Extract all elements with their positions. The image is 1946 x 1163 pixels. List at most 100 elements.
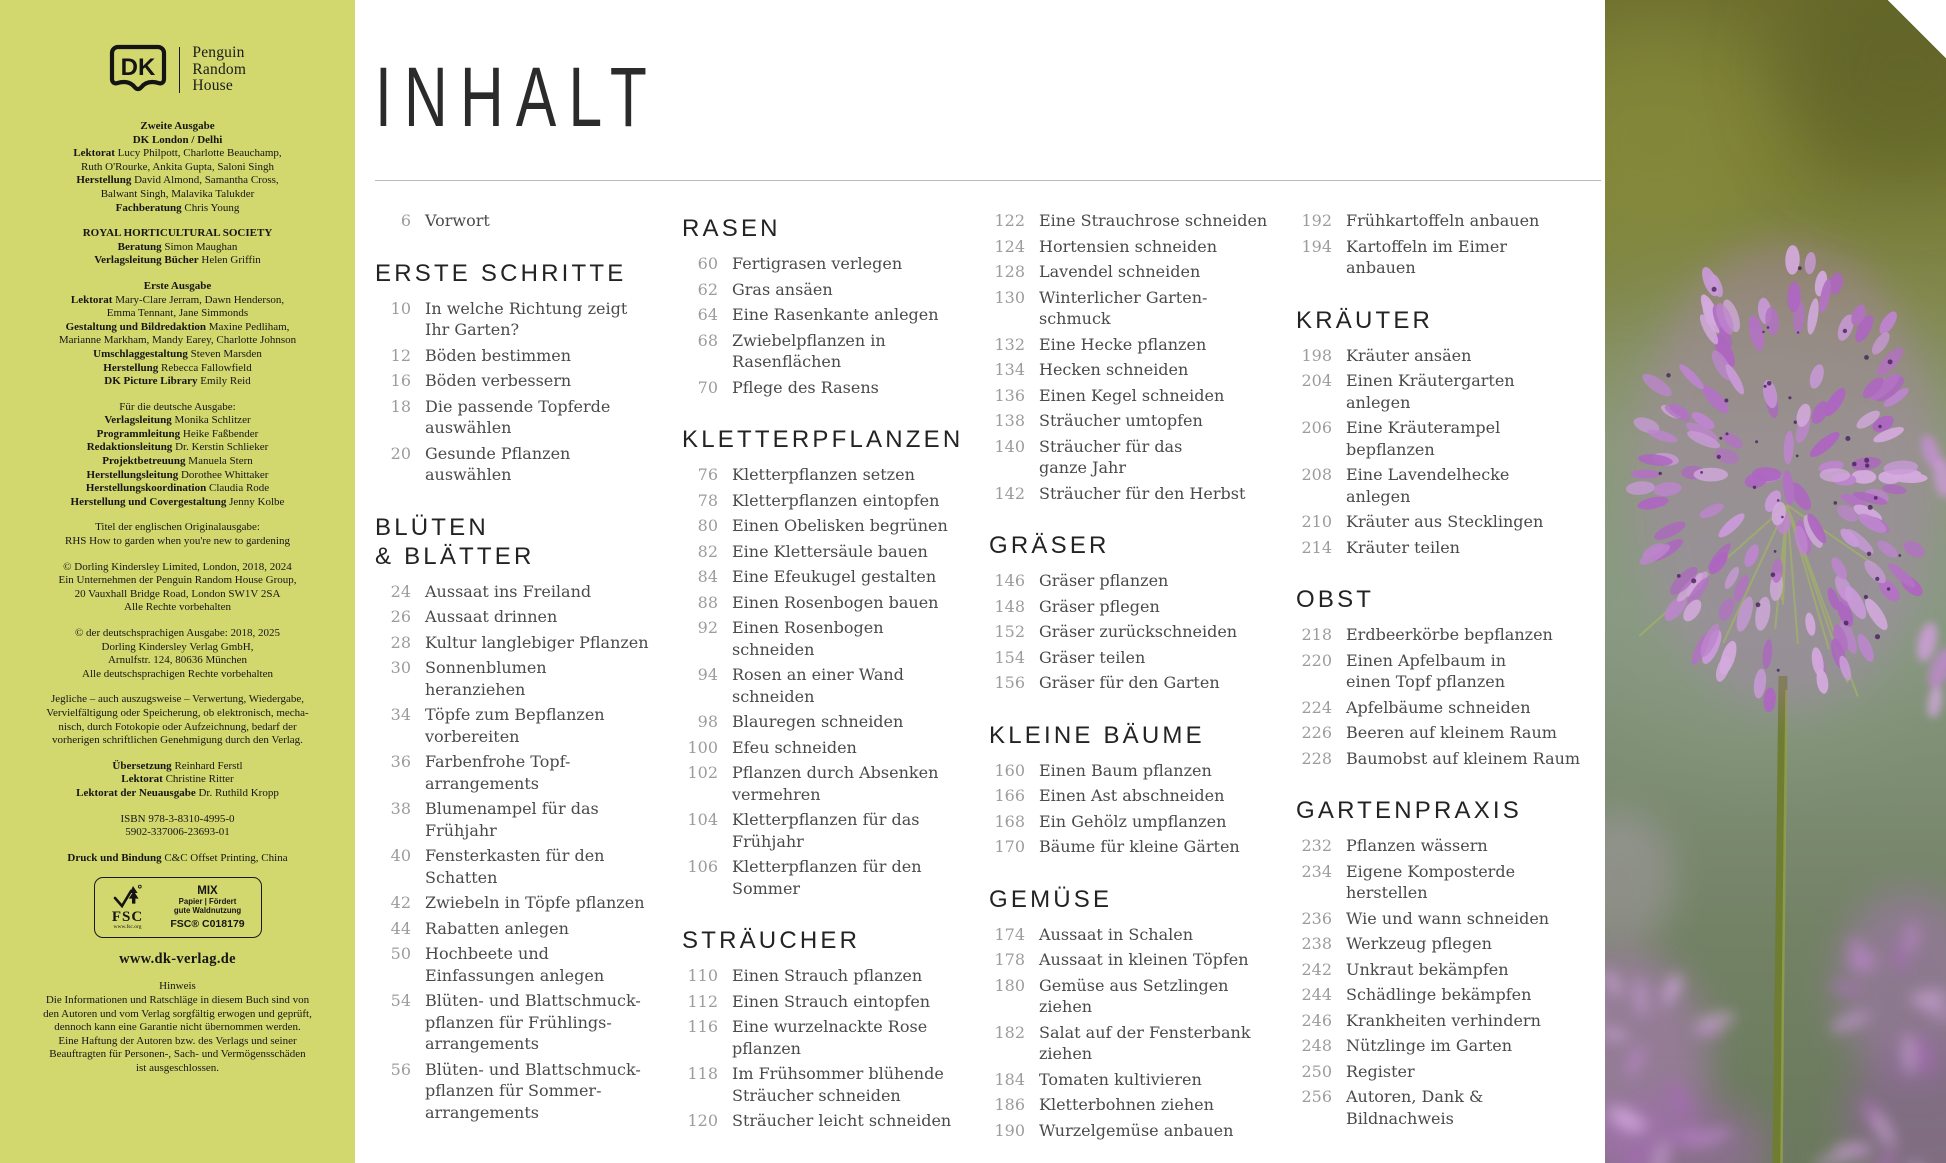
toc-entry-title: Einen Baum pflanzen: [1039, 760, 1212, 780]
imprint-line: Herstellung Rebecca Fallowfield: [103, 361, 252, 374]
toc-entry-page: 122: [994, 211, 1025, 230]
imprint-line: Herstellung David Almond, Samantha Cross…: [76, 174, 279, 187]
toc-entry-title: Einen Strauch pflanzen: [732, 966, 923, 985]
toc-entry-title: Krankheiten verhindern: [1346, 1010, 1541, 1030]
imprint-line: ISBN 978-3-8310-4995-0: [120, 812, 235, 825]
toc-entry-page: 104: [687, 810, 718, 829]
toc-entry-title: Rabatten anlegen: [425, 918, 569, 938]
toc-entry-page: 248: [1301, 1036, 1332, 1055]
imprint-notice-block: Hinweis Die Informationen und Ratschläge …: [8, 980, 347, 1075]
imprint-line: Umschlaggestaltung Steven Marsden: [93, 347, 262, 360]
toc-column: 192 Frühkartoffeln anbauen 194 Kartoffeln i…: [1296, 210, 1597, 1145]
toc-entry-page: 118: [687, 1064, 718, 1083]
toc-entry: 224 Apfelbäume schneiden: [1296, 697, 1597, 719]
toc-entry-page: 44: [390, 918, 411, 938]
prh-line: Penguin: [192, 44, 245, 62]
toc-entry: 132 Eine Hecke pflanzen: [989, 334, 1290, 356]
toc-entry: 166 Einen Ast abschneiden: [989, 785, 1290, 807]
imprint-line: Dorling Kindersley Verlag GmbH,: [101, 640, 254, 653]
toc-entry-title: Töpfe zum Bepflanzen vorbereiten: [425, 705, 605, 746]
imprint-paragraph: © Dorling Kindersley Limited, London, 20…: [8, 561, 347, 615]
toc-entry-title: Sträucher für den Herbst: [1039, 483, 1246, 503]
toc-entry: 88 Einen Rosenbogen bauen: [682, 592, 983, 614]
toc-entry-page: 244: [1301, 985, 1332, 1004]
imprint-paragraph: Druck und Bindung C&C Offset Printing, C…: [8, 852, 347, 866]
toc-entry-title: Einen Apfelbaum in einen Topf pflanzen: [1346, 650, 1507, 692]
toc-entry: 24 Aussaat ins Freiland: [375, 581, 676, 603]
toc-entry-page: 182: [994, 1022, 1025, 1042]
toc-entry-page: 194: [1301, 236, 1332, 256]
toc-entry-title: Lavendel schneiden: [1039, 262, 1201, 281]
toc-entry-page: 56: [390, 1059, 411, 1079]
toc-entry-title: Rosen an einer Wand schneiden: [732, 665, 904, 706]
toc-entry: 50 Hochbeete und Einfassungen anlegen: [375, 943, 676, 986]
toc-entry: 68 Zwiebelpflanzen in Rasenflächen: [682, 330, 983, 373]
imprint-line: Lektorat Lucy Philpott, Charlotte Beauch…: [73, 147, 282, 160]
imprint-line: Lektorat Mary-Clare Jerram, Dawn Henders…: [70, 293, 285, 306]
toc-entry-title: Gräser teilen: [1039, 647, 1146, 667]
fsc-wordmark: FSC: [111, 909, 144, 926]
toc-entry-page: 112: [687, 991, 718, 1011]
imprint-paragraph: ISBN 978-3-8310-4995-0 5902-337006-23693-…: [8, 813, 347, 840]
toc-entry: 170 Bäume für kleine Gärten: [989, 836, 1290, 858]
imprint-line: den Autoren und vom Verlag sorgfältig er…: [43, 1007, 312, 1020]
imprint-line: Lektorat Christine Ritter: [121, 773, 234, 786]
toc-entry: 228 Baumobst auf kleinem Raum: [1296, 748, 1597, 770]
toc-section-heading: GARTENPRAXIS: [1296, 797, 1523, 824]
toc-entry-page: 166: [994, 786, 1025, 805]
toc-entry: 180 Gemüse aus Setzlingen ziehen: [989, 975, 1290, 1018]
toc-entry-title: Eine Strauchrose schneiden: [1039, 211, 1268, 230]
publisher-website: www.dk-verlag.de: [119, 951, 236, 968]
toc-entry: 146 Gräser pflanzen: [989, 570, 1290, 592]
toc-entry-page: 24: [390, 581, 411, 601]
imprint-line: DK London / Delhi: [132, 133, 223, 146]
toc-section-heading: RASEN: [682, 215, 781, 242]
toc-entry-page: 30: [390, 658, 411, 677]
toc-columns: 6 Vorwort ERSTE SCHRITTE 10 In welche Richtu…: [375, 210, 1601, 1145]
toc-entry: 110 Einen Strauch pflanzen: [682, 965, 983, 987]
toc-entry-title: Kletterbohnen ziehen: [1039, 1095, 1214, 1114]
toc-entry: 118 Im Frühsommer blühende Sträucher schn…: [682, 1063, 983, 1106]
toc-entry-page: 152: [994, 622, 1025, 641]
svg-text:DK: DK: [121, 54, 156, 81]
toc-entry-title: Blauregen schneiden: [732, 712, 904, 731]
toc-entry-title: Gesunde Pflanzen auswählen: [425, 443, 571, 485]
toc-entry: 184 Tomaten kultivieren: [989, 1069, 1290, 1091]
toc-entry-title: Beeren auf kleinem Raum: [1346, 723, 1557, 742]
toc-entry-title: Sträucher leicht schneiden: [732, 1111, 952, 1130]
toc-entry-page: 40: [390, 846, 411, 865]
toc-entry: 138 Sträucher umtopfen: [989, 410, 1290, 432]
toc-entry: 122 Eine Strauchrose schneiden: [989, 210, 1290, 232]
imprint-line: Zweite Ausgabe: [140, 120, 215, 132]
toc-entry: 248 Nützlinge im Garten: [1296, 1035, 1597, 1057]
toc-entry-page: 234: [1301, 861, 1332, 881]
toc-entry-page: 36: [390, 752, 411, 771]
imprint-text-block: Zweite Ausgabe DK London / Delhi Lektorat …: [8, 120, 347, 865]
toc-entry-title: Kartoffeln im Eimer anbauen: [1346, 236, 1508, 278]
toc-entry-title: Fensterkasten für den Schatten: [425, 846, 605, 887]
toc-column: 122 Eine Strauchrose schneiden 124 Hortensi…: [989, 210, 1290, 1145]
toc-entry-page: 128: [994, 262, 1025, 281]
toc-entry: 232 Pflanzen wässern: [1296, 835, 1597, 857]
toc-entry-page: 160: [994, 760, 1025, 780]
toc-entry-page: 178: [994, 950, 1025, 969]
fsc-claim-line: gute Waldnutzung: [173, 905, 242, 915]
toc-entry-page: 154: [994, 647, 1025, 667]
toc-entry-page: 94: [697, 665, 718, 684]
toc-entry: 26 Aussaat drinnen: [375, 606, 676, 628]
fsc-right-column: MIX Papier | Fördert gute Waldnutzung FS…: [162, 885, 254, 931]
toc-entry: 76 Kletterpflanzen setzen: [682, 464, 983, 486]
imprint-line: Titel der englischen Originalausgabe:: [95, 521, 260, 534]
toc-entry: 154 Gräser teilen: [989, 647, 1290, 669]
toc-entry-title: Aussaat in Schalen: [1039, 924, 1194, 944]
toc-entry: 178 Aussaat in kleinen Töpfen: [989, 949, 1290, 971]
toc-entry-title: Vorwort: [425, 211, 490, 230]
toc-section-heading: BLÜTEN & BLÄTTER: [375, 513, 535, 570]
imprint-line: Herstellung und Covergestaltung Jenny Ko…: [70, 495, 285, 508]
toc-entry-page: 156: [994, 673, 1025, 692]
toc-entry-title: Kultur langlebiger Pflanzen: [425, 632, 649, 652]
imprint-line: nisch, durch Fotokopie oder Aufzeichnung…: [58, 720, 297, 733]
imprint-paragraph: Jegliche – auch auszugsweise – Verwertun…: [8, 693, 347, 747]
fsc-url: www.fsc.org: [113, 924, 142, 931]
toc-entry-title: Nützlinge im Garten: [1346, 1036, 1513, 1055]
